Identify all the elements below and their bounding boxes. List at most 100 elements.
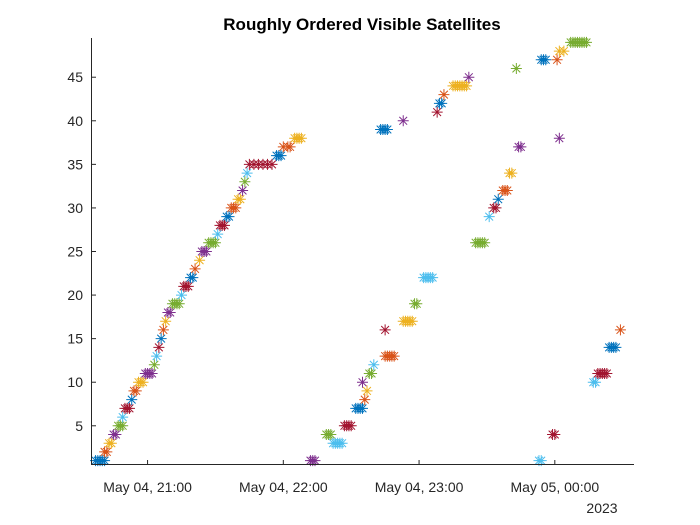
- data-point: [492, 193, 504, 205]
- series-65: [504, 167, 518, 179]
- series-11: [148, 359, 160, 371]
- series-19: [176, 289, 187, 301]
- data-point: [427, 272, 439, 284]
- series-39: [320, 429, 337, 440]
- data-point: [110, 429, 122, 440]
- series-15: [157, 324, 169, 336]
- data-point: [431, 106, 443, 118]
- series-0: [90, 455, 111, 467]
- data-point: [436, 97, 448, 109]
- data-point: [151, 350, 163, 362]
- series-41: [338, 420, 357, 432]
- series-10: [139, 368, 158, 379]
- data-point: [117, 420, 129, 432]
- y-tick-label: 35: [67, 156, 83, 172]
- series-49: [375, 124, 393, 135]
- series-33: [241, 167, 253, 179]
- y-tick-label: 15: [67, 331, 83, 347]
- series-16: [160, 315, 172, 327]
- series-37: [289, 132, 307, 144]
- x-tick-label: May 04, 21:00: [103, 479, 192, 495]
- x-tick-label: May 04, 23:00: [375, 479, 464, 495]
- data-point: [438, 89, 450, 101]
- data-point: [148, 359, 160, 371]
- data-point: [325, 429, 337, 440]
- series-36: [277, 141, 296, 153]
- series-47: [368, 359, 380, 371]
- y-tick-label: 5: [75, 418, 83, 434]
- chart-title: Roughly Ordered Visible Satellites: [223, 15, 500, 34]
- data-point: [549, 429, 561, 440]
- series-43: [359, 394, 371, 406]
- series-45: [357, 376, 368, 388]
- series-23: [194, 254, 206, 266]
- series-60: [470, 237, 491, 249]
- data-point: [357, 376, 368, 388]
- data-point: [153, 341, 165, 353]
- data-point: [558, 45, 570, 57]
- data-point: [535, 455, 547, 467]
- series-46: [363, 368, 378, 379]
- data-point: [200, 246, 212, 257]
- data-point: [479, 237, 491, 249]
- x-tick-label: May 05, 00:00: [510, 479, 599, 495]
- data-point: [345, 420, 357, 432]
- data-point: [357, 402, 368, 414]
- y-tick-label: 30: [67, 200, 83, 216]
- series-14: [155, 333, 167, 345]
- series-72: [553, 45, 570, 57]
- data-point: [164, 307, 176, 318]
- data-point: [610, 341, 622, 353]
- y-tick-label: 45: [67, 69, 83, 85]
- data-point: [99, 455, 111, 467]
- data-point: [218, 219, 230, 231]
- x-ticks: May 04, 21:00 May 04, 22:00 May 04, 23:00 M…: [103, 460, 599, 495]
- data-point: [230, 202, 242, 214]
- data-point: [237, 185, 249, 196]
- data-point: [160, 315, 172, 327]
- series-30: [232, 193, 246, 205]
- data-point: [101, 446, 113, 458]
- series-32: [239, 176, 251, 188]
- series-71: [551, 54, 563, 66]
- data-point: [173, 298, 185, 310]
- data-point: [295, 132, 307, 144]
- data-point: [284, 141, 296, 153]
- series-17: [162, 307, 176, 318]
- series-68: [533, 455, 547, 467]
- series-25: [203, 237, 221, 249]
- data-point: [397, 115, 409, 127]
- data-point: [361, 385, 373, 397]
- series-55: [431, 106, 443, 118]
- series-56: [433, 97, 448, 109]
- series-4: [112, 420, 129, 432]
- x-axis-year-label: 2023: [586, 500, 617, 516]
- series-73: [553, 132, 565, 144]
- series-31: [237, 185, 249, 196]
- y-tick-label: 10: [67, 374, 83, 390]
- series-62: [488, 202, 502, 214]
- series-7: [126, 394, 138, 406]
- series-8: [128, 385, 142, 397]
- data-point: [366, 368, 378, 379]
- data-point: [241, 167, 253, 179]
- data-point: [187, 272, 199, 284]
- series-74: [565, 36, 592, 48]
- data-point: [137, 376, 149, 388]
- y-tick-label: 20: [67, 287, 83, 303]
- data-point: [123, 402, 135, 414]
- data-point: [381, 124, 393, 135]
- series-54: [418, 272, 439, 284]
- series-20: [178, 280, 194, 292]
- data-point: [501, 185, 513, 196]
- series-76: [592, 368, 613, 379]
- data-point: [463, 71, 475, 83]
- data-point: [189, 263, 201, 275]
- data-point: [368, 359, 380, 371]
- series-24: [196, 246, 212, 257]
- data-point: [146, 368, 158, 379]
- series-34: [243, 158, 278, 170]
- series-28: [221, 211, 235, 223]
- series-44: [361, 385, 373, 397]
